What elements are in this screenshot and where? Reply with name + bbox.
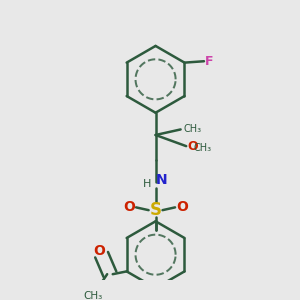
Text: N: N [155, 172, 167, 187]
Text: F: F [206, 55, 214, 68]
Text: S: S [150, 201, 162, 219]
Text: CH₃: CH₃ [183, 124, 202, 134]
Text: O: O [176, 200, 188, 214]
Text: CH₃: CH₃ [193, 142, 211, 152]
Text: CH₃: CH₃ [84, 292, 103, 300]
Text: O: O [123, 200, 135, 214]
Text: H: H [143, 179, 152, 189]
Text: O: O [188, 140, 198, 153]
Text: O: O [93, 244, 105, 257]
